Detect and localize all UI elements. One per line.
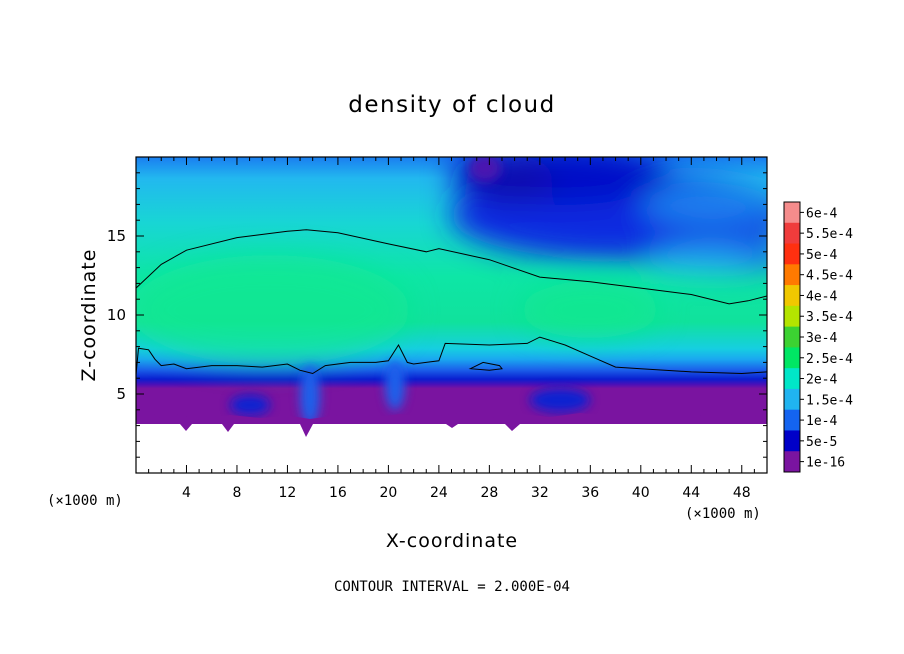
y-tick-label: 5 [116, 385, 126, 403]
colorbar-swatch [784, 222, 800, 245]
colorbar-swatch [784, 430, 800, 452]
colorbar-swatch [784, 305, 800, 328]
x-tick-label: 16 [329, 485, 347, 501]
colorbar-label: 1e-16 [806, 456, 845, 471]
colorbar-label: 5e-5 [806, 435, 837, 450]
colorbar-label: 1.5e-4 [806, 393, 853, 408]
colorbar-swatch [784, 409, 800, 431]
empty-region [136, 424, 767, 473]
plot-area [136, 157, 767, 473]
x-tick-label: 20 [379, 485, 397, 501]
chart-title: density of cloud [348, 92, 555, 118]
y-axis-ticks: 5 10 15 [107, 172, 767, 458]
density-field-details [230, 157, 590, 425]
x-tick-label: 40 [632, 485, 650, 501]
colorbar-swatch [784, 451, 800, 473]
colorbar: 6e-4 5.5e-4 5e-4 4.5e-4 4e-4 3.5e-4 3e-4 2.5e-4… [783, 201, 853, 473]
colorbar-swatch [784, 202, 800, 224]
colorbar-swatch [784, 347, 800, 369]
x-tick-label: 44 [682, 485, 700, 501]
x-tick-label: 4 [182, 485, 191, 501]
colorbar-swatch [784, 243, 800, 265]
x-tick-label: 8 [232, 485, 241, 501]
x-tick-label: 48 [733, 485, 751, 501]
contour-line-upper [136, 229, 767, 305]
colorbar-swatch [784, 326, 800, 348]
colorbar-label: 1e-4 [806, 414, 837, 429]
x-unit-label: (×1000 m) [685, 506, 761, 522]
colorbar-label: 6e-4 [806, 206, 837, 221]
colorbar-label: 2e-4 [806, 373, 837, 388]
colorbar-label: 4e-4 [806, 289, 837, 304]
colorbar-label: 3e-4 [806, 331, 837, 346]
colorbar-label: 4.5e-4 [806, 269, 853, 284]
colorbar-label: 3.5e-4 [806, 310, 853, 325]
x-tick-label: 32 [531, 485, 549, 501]
x-tick-label: 36 [581, 485, 599, 501]
colorbar-swatch [784, 368, 800, 390]
y-tick-label: 15 [107, 227, 126, 245]
colorbar-label: 5.5e-4 [806, 227, 853, 242]
x-axis-ticks: 4 8 12 16 20 24 28 32 36 40 44 48 [148, 157, 755, 501]
colorbar-label: 2.5e-4 [806, 352, 853, 367]
colorbar-swatch [784, 285, 800, 307]
x-tick-label: 28 [480, 485, 498, 501]
colorbar-label: 5e-4 [806, 248, 837, 263]
colorbar-swatch [784, 388, 800, 411]
contour-line-lower [136, 336, 767, 376]
contour-interval-note: CONTOUR INTERVAL = 2.000E-04 [334, 579, 570, 595]
colorbar-swatch [784, 264, 800, 286]
y-axis-label: Z-coordinate [78, 249, 100, 382]
y-tick-label: 10 [107, 306, 126, 324]
x-tick-label: 12 [279, 485, 297, 501]
x-axis-label: X-coordinate [386, 530, 518, 552]
contour-line-small [468, 361, 503, 371]
z-unit-label: (×1000 m) [47, 493, 123, 509]
cloud-base-band [136, 412, 767, 424]
x-tick-label: 24 [430, 485, 448, 501]
